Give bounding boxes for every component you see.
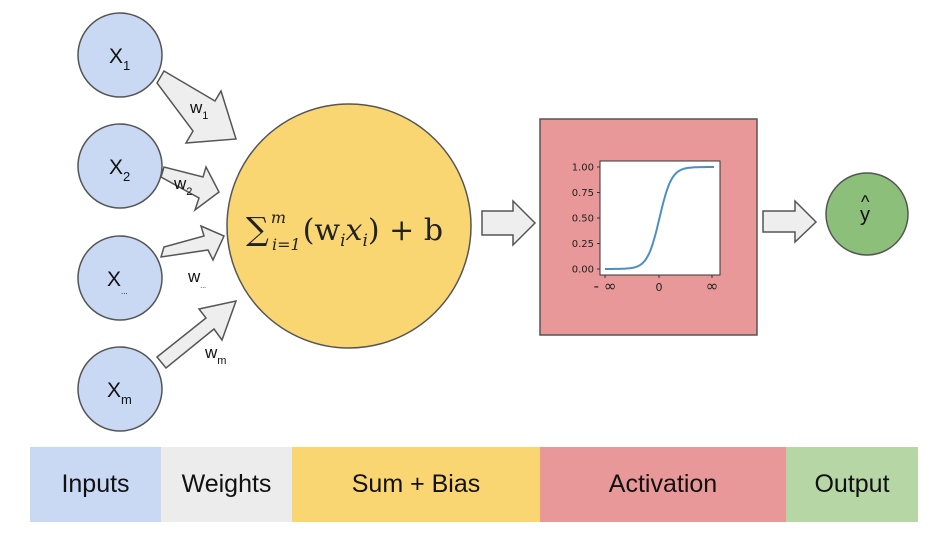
sigmoid-curve [605, 166, 714, 270]
legend-sum-bias-label: Sum + Bias [351, 470, 481, 498]
weight-arrow-1 [156, 69, 237, 144]
input-node-2: X2 [77, 123, 163, 209]
arrow-to-activation [481, 199, 537, 247]
legend-output-label: Output [814, 470, 890, 498]
svg-text:X2: X2 [109, 156, 130, 184]
weight-arrows [155, 69, 238, 370]
x-tick-label: 0 [656, 281, 663, 294]
input-node-3: X... [77, 235, 163, 321]
legend-inputs: Inputs [30, 447, 161, 522]
y-tick-label: 0.00 [572, 265, 594, 276]
legend-output: Output [786, 447, 918, 522]
weight-arrow-2 [160, 165, 220, 213]
weight-labels: w1 w2 w... wm [173, 98, 226, 367]
weight-label-1: w1 [189, 98, 208, 122]
y-tick-label: 0.75 [572, 188, 594, 199]
y-tick-label: 0.50 [572, 214, 594, 225]
svg-text:Xm: Xm [107, 379, 132, 407]
activation-box: 1.00 0.75 0.50 0.25 0.00 - ∞ 0 ∞ [539, 118, 758, 336]
input-node-m: Xm [77, 346, 163, 432]
legend-band: Inputs Weights Sum + Bias Activation Out… [30, 447, 918, 522]
x-tick-label: ∞ [706, 277, 719, 295]
input-nodes: X1 X2 X... Xm [77, 12, 163, 432]
output-label: y [860, 204, 870, 226]
y-tick-label: 0.25 [572, 239, 594, 250]
sum-formula: ∑ m i=1(wixi) + b [246, 208, 443, 254]
legend-activation: Activation [540, 447, 786, 522]
svg-text:X1: X1 [109, 45, 130, 73]
x-tick-label: - ∞ [594, 277, 617, 295]
legend-weights: Weights [161, 447, 292, 522]
weight-arrow-m [155, 299, 238, 370]
weight-label-m: wm [204, 343, 226, 367]
legend-sum-bias: Sum + Bias [292, 447, 540, 522]
y-tick-label: 1.00 [572, 163, 594, 174]
activation-x-ticks: - ∞ 0 ∞ [594, 275, 719, 295]
sum-node: ∑ m i=1(wixi) + b [226, 103, 472, 349]
output-hat: ^ [861, 192, 870, 212]
svg-text:X...: X... [107, 268, 128, 296]
arrow-to-output [762, 199, 818, 244]
output-node: ^ y [825, 172, 909, 256]
weight-label-3: w... [187, 267, 206, 290]
input-node-1: X1 [77, 12, 163, 98]
legend-inputs-label: Inputs [61, 470, 130, 498]
legend-activation-label: Activation [608, 470, 718, 498]
weight-label-2: w2 [173, 174, 192, 198]
weight-arrow-3 [159, 224, 226, 262]
activation-y-ticks: 1.00 0.75 0.50 0.25 0.00 [572, 163, 600, 276]
legend-weights-label: Weights [181, 470, 272, 498]
